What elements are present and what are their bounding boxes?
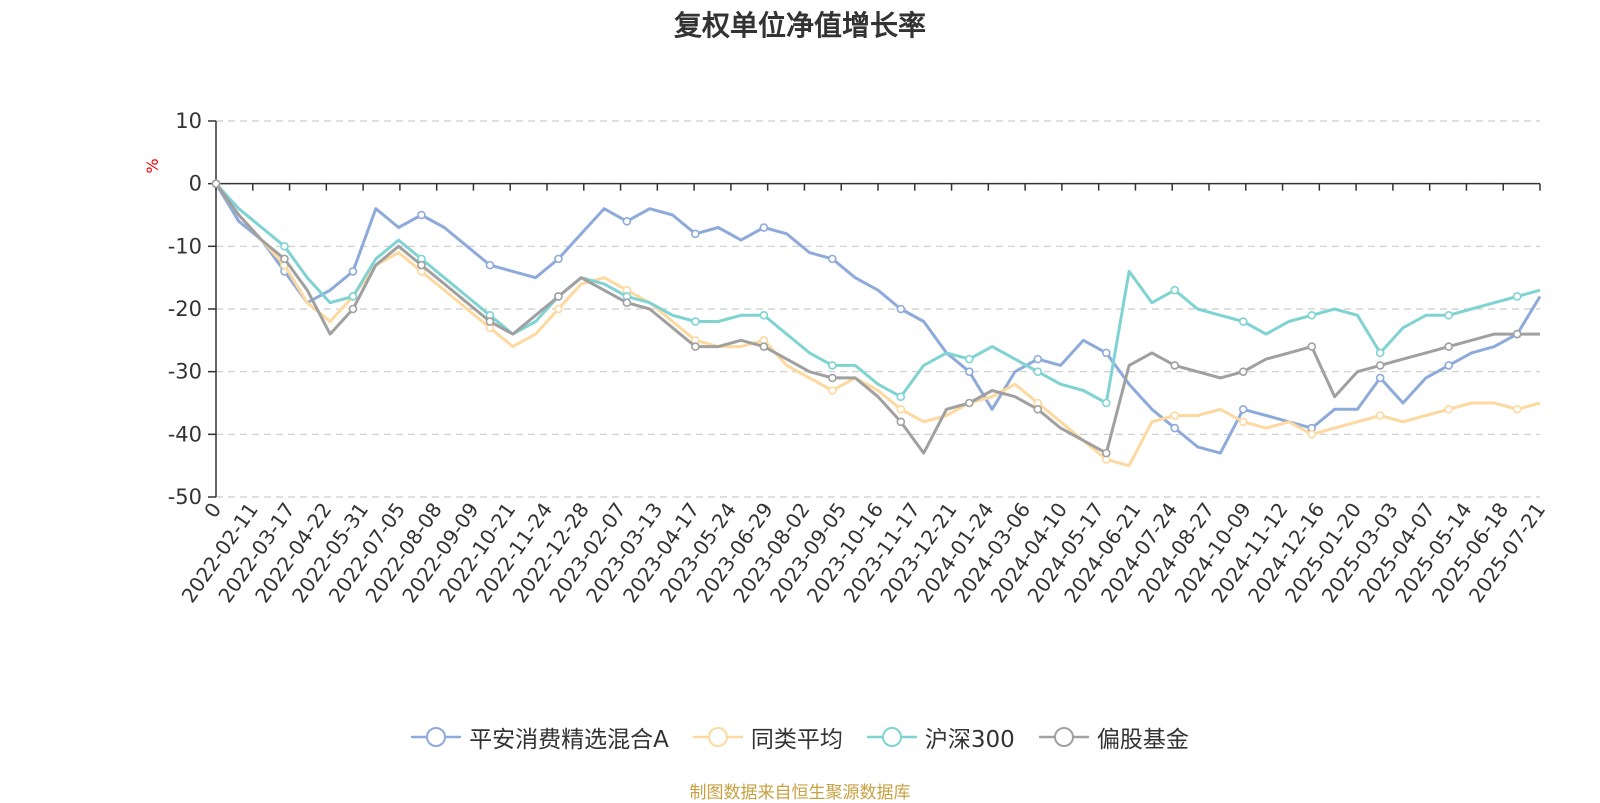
series-3-point [1033, 404, 1043, 414]
series-3-point [896, 417, 906, 427]
series-line-1 [214, 182, 1541, 468]
series-3-point [691, 342, 700, 351]
series-0-point [417, 210, 426, 220]
legend-swatch-icon [866, 727, 917, 747]
legend-label: 平安消费精选混合A [469, 727, 669, 753]
series-3-point [1170, 361, 1180, 370]
legend-label: 偏股基金 [1096, 727, 1189, 753]
series-2-point [1238, 317, 1248, 326]
series-1-point [1170, 411, 1180, 420]
series-3-point [485, 317, 495, 326]
series-1-point [828, 386, 837, 395]
y-tick-label: -30 [168, 360, 202, 384]
series-0-point [896, 304, 906, 314]
series-2-point [1307, 310, 1317, 320]
series-3-point [1238, 367, 1248, 376]
series-0-point [1101, 348, 1111, 358]
series-2-point [828, 361, 837, 370]
series-1-point [896, 404, 906, 414]
series-2-point [280, 242, 289, 251]
series-0-point [691, 229, 700, 239]
chart-legend: 平安消费精选混合A 同类平均 沪深300 偏股基金 [0, 720, 1600, 754]
series-1-point [1444, 404, 1453, 414]
series-2-point [965, 354, 974, 364]
series-3-point [965, 398, 974, 408]
series-lines [211, 179, 1542, 468]
series-3-point [417, 260, 426, 270]
legend-item-0[interactable]: 平安消费精选混合A [411, 720, 669, 754]
series-3-point [1512, 329, 1522, 339]
y-tick-label: -50 [168, 485, 202, 509]
series-2-point [1512, 292, 1522, 301]
chart-title: 复权单位净值增长率 [673, 9, 926, 42]
series-3-point [1307, 342, 1317, 351]
line-chart: 100-10-20-30-40-5002022-02-112022-03-172… [143, 109, 1550, 607]
series-0-point [1444, 361, 1453, 370]
axes: 100-10-20-30-40-5002022-02-112022-03-172… [168, 109, 1550, 607]
series-line-3 [214, 182, 1540, 455]
series-3-point [211, 179, 221, 188]
legend-swatch-icon [692, 727, 743, 747]
series-3-point [1444, 342, 1453, 351]
series-1-point [554, 304, 563, 314]
series-0-point [1170, 423, 1180, 433]
series-2-point [348, 292, 358, 301]
grid-lines [216, 120, 1540, 498]
series-0-point [1033, 354, 1043, 364]
series-line-2 [214, 182, 1541, 405]
legend-item-2[interactable]: 沪深300 [866, 720, 1015, 754]
y-tick-label: -40 [168, 422, 202, 446]
y-tick-label: 0 [189, 172, 202, 196]
y-tick-label: -20 [168, 297, 202, 321]
series-0-point [554, 254, 563, 264]
series-2-point [896, 392, 906, 402]
legend-label: 同类平均 [750, 727, 843, 753]
series-0-point [1238, 404, 1248, 414]
series-3-point [554, 292, 563, 301]
series-1-point [1238, 417, 1248, 427]
series-0-point [622, 216, 632, 226]
series-2-point [1033, 367, 1043, 376]
series-3-point [759, 342, 769, 351]
y-axis-unit-label: % [143, 158, 162, 173]
series-2-point [1444, 310, 1453, 320]
x-tick-label: 0 [199, 498, 226, 522]
series-3-point [348, 304, 358, 314]
series-2-point [691, 317, 700, 326]
series-2-point [1170, 285, 1180, 295]
series-1-point [1512, 404, 1522, 414]
series-3-point [622, 298, 632, 308]
series-0-point [1375, 373, 1385, 383]
series-0-point [759, 223, 769, 232]
legend-item-1[interactable]: 同类平均 [692, 720, 843, 754]
series-0-point [965, 367, 974, 376]
series-0-point [485, 260, 495, 270]
legend-swatch-icon [411, 727, 462, 747]
series-3-point [1375, 361, 1385, 370]
series-3-point [280, 254, 289, 264]
series-2-point [1375, 348, 1385, 358]
series-1-point [1307, 430, 1317, 439]
series-0-point [828, 254, 837, 264]
series-2-point [1101, 398, 1111, 408]
legend-label: 沪深300 [924, 727, 1015, 753]
series-line-0 [214, 182, 1542, 455]
series-3-point [828, 373, 837, 383]
source-note: 制图数据来自恒生聚源数据库 [689, 783, 911, 803]
legend-item-3[interactable]: 偏股基金 [1038, 720, 1189, 754]
y-tick-label: 10 [175, 109, 202, 133]
series-1-point [1375, 411, 1385, 420]
series-3-point [1101, 448, 1111, 458]
y-tick-label: -10 [168, 234, 202, 258]
series-0-point [348, 267, 358, 276]
series-2-point [759, 310, 769, 320]
legend-swatch-icon [1038, 727, 1089, 747]
